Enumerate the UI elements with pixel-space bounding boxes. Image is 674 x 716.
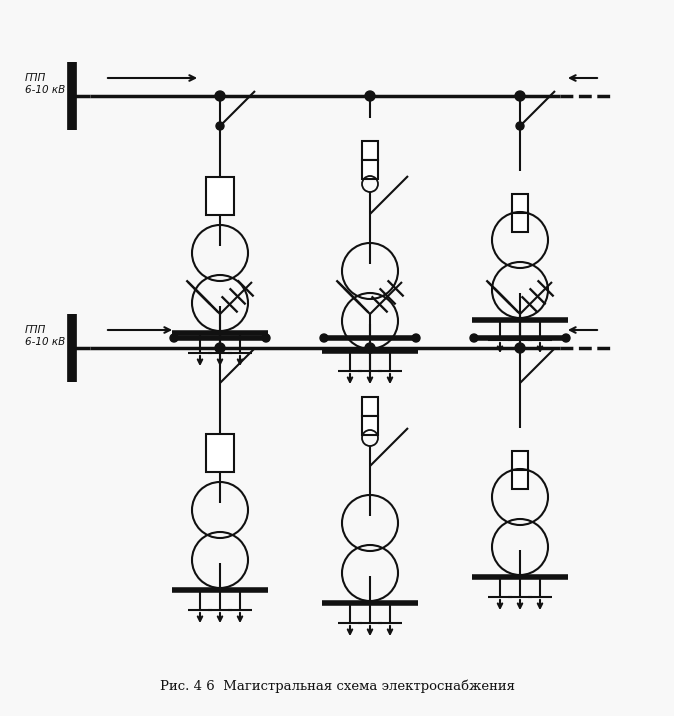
Circle shape [365, 91, 375, 101]
Circle shape [470, 334, 478, 342]
Circle shape [215, 91, 225, 101]
Bar [362, 160, 378, 179]
Circle shape [320, 334, 328, 342]
Circle shape [412, 334, 420, 342]
Circle shape [516, 122, 524, 130]
Circle shape [562, 334, 570, 342]
Bar [362, 416, 378, 435]
Circle shape [515, 343, 525, 353]
Bar [512, 470, 528, 489]
Text: ГПП
6-10 кВ: ГПП 6-10 кВ [25, 325, 65, 347]
Bar [206, 177, 234, 215]
Circle shape [170, 334, 178, 342]
Text: Рис. 4 6  Магистральная схема электроснабжения: Рис. 4 6 Магистральная схема электроснаб… [160, 679, 514, 693]
Circle shape [515, 91, 525, 101]
Bar [362, 397, 378, 416]
Circle shape [216, 122, 224, 130]
Bar [512, 450, 528, 470]
Circle shape [365, 343, 375, 353]
Circle shape [215, 343, 225, 353]
Bar [512, 194, 528, 213]
Bar [512, 213, 528, 232]
Circle shape [262, 334, 270, 342]
Text: ГПП
6-10 кВ: ГПП 6-10 кВ [25, 73, 65, 95]
Bar [206, 434, 234, 472]
Bar [362, 140, 378, 160]
